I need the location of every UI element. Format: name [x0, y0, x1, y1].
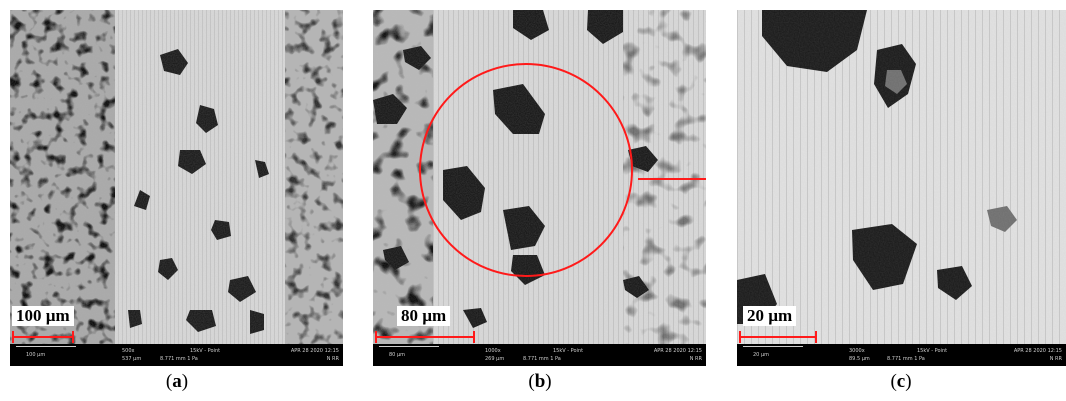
region-of-interest-circle: [419, 63, 633, 277]
scale-label: 20 µm: [743, 306, 797, 326]
info-distance-pressure: 8.771 mm 1 Pa: [887, 356, 925, 362]
info-voltage: 15kV - Point: [917, 348, 948, 354]
info-voltage: 15kV - Point: [190, 348, 221, 354]
sem-micrograph-b: [373, 10, 706, 344]
caption-letter: c: [896, 371, 906, 392]
caption-b: (b): [528, 371, 552, 392]
info-date: APR 28 2020 12:15: [1013, 348, 1062, 354]
info-date: APR 28 2020 12:15: [653, 348, 702, 354]
caption-letter: a: [172, 371, 182, 392]
scale-bar: [739, 331, 817, 343]
caption-letter: b: [534, 371, 546, 392]
info-voltage: 15kV - Point: [553, 348, 584, 354]
info-scale-line: [16, 346, 76, 347]
sem-image-panel-b: 80 µm 1000x 269 µm 15kV - Point 8.771 mm…: [373, 10, 706, 366]
sem-micrograph-c: [737, 10, 1066, 344]
info-scale-text: 80 µm: [389, 352, 406, 358]
info-detector: N RR: [689, 356, 702, 362]
sem-image-panel-a: 100 µm 500x 537 µm 15kV - Point 8.771 mm…: [10, 10, 343, 366]
info-field-width: 89.5 µm: [849, 356, 870, 362]
info-field-width: 269 µm: [485, 356, 505, 362]
info-scale-text: 20 µm: [753, 352, 770, 358]
sem-micrograph-a: [10, 10, 343, 344]
info-distance-pressure: 8.771 mm 1 Pa: [523, 356, 561, 362]
caption-c: (c): [890, 371, 912, 392]
info-detector: N RR: [326, 356, 339, 362]
info-scale-line: [743, 346, 803, 347]
info-magnification: 500x: [122, 348, 135, 354]
info-magnification: 1000x: [485, 348, 501, 354]
info-distance-pressure: 8.771 mm 1 Pa: [160, 356, 198, 362]
sem-image-panel-c: 20 µm 3000x 89.5 µm 15kV - Point 8.771 m…: [737, 10, 1066, 366]
info-date: APR 28 2020 12:15: [290, 348, 339, 354]
scale-bar: [375, 331, 475, 343]
sem-info-bar: 80 µm 1000x 269 µm 15kV - Point 8.771 mm…: [373, 344, 706, 366]
caption-a: (a): [165, 371, 189, 392]
scale-bar: [12, 331, 74, 343]
zoom-connector-left: [638, 178, 706, 180]
scale-label: 80 µm: [397, 306, 451, 326]
info-scale-text: 100 µm: [26, 352, 46, 358]
info-scale-line: [379, 346, 439, 347]
sem-info-bar: 20 µm 3000x 89.5 µm 15kV - Point 8.771 m…: [737, 344, 1066, 366]
sem-info-bar: 100 µm 500x 537 µm 15kV - Point 8.771 mm…: [10, 344, 343, 366]
scale-label: 100 µm: [12, 306, 74, 326]
info-magnification: 3000x: [849, 348, 865, 354]
info-field-width: 537 µm: [122, 356, 142, 362]
info-detector: N RR: [1049, 356, 1062, 362]
